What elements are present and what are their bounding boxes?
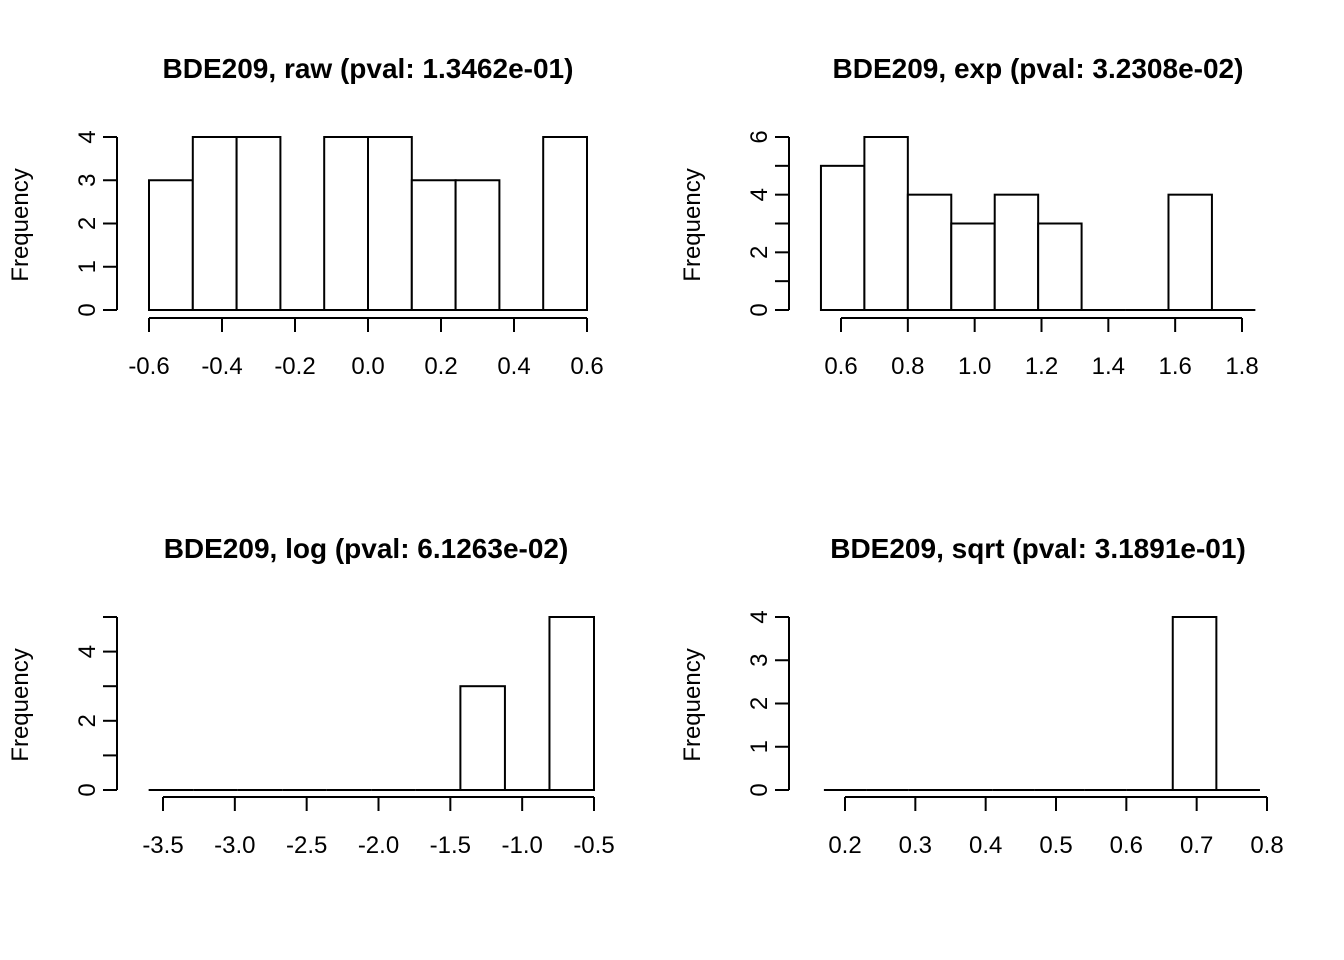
y-tick-label: 3 <box>74 174 101 187</box>
x-tick-label: 0.3 <box>899 832 932 859</box>
panel-exp: BDE209, exp (pval: 3.2308e-02) Frequency 0… <box>679 53 1259 380</box>
x-tick-label: 1.2 <box>1025 353 1058 380</box>
histogram-bar <box>148 179 194 311</box>
y-tick-label: 0 <box>746 783 773 796</box>
chart-title: BDE209, exp (pval: 3.2308e-02) <box>833 53 1244 84</box>
histogram-bar <box>454 179 501 311</box>
x-tick-label: -2.0 <box>358 832 399 859</box>
x-tick-label: 0.6 <box>1110 832 1143 859</box>
panel-raw: BDE209, raw (pval: 1.3462e-01) Frequency 0… <box>7 53 604 380</box>
x-tick-label: -3.5 <box>142 832 183 859</box>
y-tick-label: 4 <box>74 130 101 143</box>
x-tick-label: 0.7 <box>1180 832 1213 859</box>
histogram-bar <box>1037 222 1083 311</box>
panel-sqrt: BDE209, sqrt (pval: 3.1891e-01) Frequency… <box>679 533 1284 859</box>
x-tick-label: 0.4 <box>969 832 1002 859</box>
histogram-bar <box>323 136 370 311</box>
x-tick-label: -1.5 <box>430 832 471 859</box>
panel-log: BDE209, log (pval: 6.1263e-02) Frequency 0… <box>7 533 615 859</box>
histogram-bar <box>863 136 909 311</box>
x-tick-label: -0.4 <box>201 353 242 380</box>
x-tick-label: 0.6 <box>824 353 857 380</box>
x-tick-label: 1.8 <box>1225 353 1258 380</box>
y-tick-label: 1 <box>74 260 101 273</box>
x-tick-label: 0.4 <box>497 353 530 380</box>
histogram-bar <box>459 685 506 792</box>
x-tick-label: -0.5 <box>573 832 614 859</box>
y-tick-label: 2 <box>746 246 773 259</box>
histogram-bar <box>410 179 457 311</box>
y-axis-label: Frequency <box>7 648 34 761</box>
x-tick-label: 0.8 <box>1250 832 1283 859</box>
y-tick-label: 2 <box>74 714 101 727</box>
x-tick-label: 0.8 <box>891 353 924 380</box>
x-tick-label: -0.6 <box>128 353 169 380</box>
histogram-bar <box>367 136 413 311</box>
x-tick-label: 0.6 <box>570 353 603 380</box>
y-tick-label: 0 <box>74 303 101 316</box>
y-tick-label: 1 <box>746 740 773 753</box>
x-tick-label: 0.2 <box>424 353 457 380</box>
x-tick-label: 0.2 <box>828 832 861 859</box>
y-tick-label: 0 <box>74 783 101 796</box>
histogram-bar <box>906 193 953 312</box>
histogram-bar <box>950 222 996 311</box>
x-tick-label: -2.5 <box>286 832 327 859</box>
y-axis-label: Frequency <box>679 648 706 761</box>
x-tick-label: 1.4 <box>1092 353 1125 380</box>
histogram-bar <box>191 136 238 311</box>
x-tick-label: 1.0 <box>958 353 991 380</box>
x-tick-label: 0.5 <box>1039 832 1072 859</box>
histogram-bar <box>235 136 282 311</box>
y-tick-label: 2 <box>746 697 773 710</box>
y-tick-label: 4 <box>746 188 773 201</box>
histogram-bar <box>548 616 595 791</box>
y-tick-label: 0 <box>746 303 773 316</box>
y-tick-label: 3 <box>746 654 773 667</box>
chart-title: BDE209, sqrt (pval: 3.1891e-01) <box>830 533 1246 564</box>
x-tick-label: -3.0 <box>214 832 255 859</box>
chart-title: BDE209, log (pval: 6.1263e-02) <box>164 533 569 564</box>
x-tick-label: -0.2 <box>274 353 315 380</box>
histogram-bar <box>542 136 589 311</box>
y-tick-label: 4 <box>74 645 101 658</box>
y-axis-label: Frequency <box>679 168 706 281</box>
histogram-bar <box>993 193 1040 312</box>
y-tick-label: 6 <box>746 130 773 143</box>
histogram-bar <box>1167 193 1213 312</box>
x-tick-label: 0.0 <box>351 353 384 380</box>
chart-title: BDE209, raw (pval: 1.3462e-01) <box>163 53 574 84</box>
y-tick-label: 2 <box>74 217 101 230</box>
x-tick-label: 1.6 <box>1158 353 1191 380</box>
histogram-bar <box>819 164 866 311</box>
histogram-bar <box>1171 616 1218 791</box>
x-tick-label: -1.0 <box>501 832 542 859</box>
y-axis-label: Frequency <box>7 168 34 281</box>
y-tick-label: 4 <box>746 610 773 623</box>
